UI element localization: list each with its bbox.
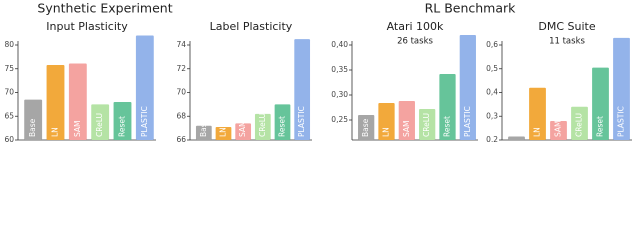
category-label: Base [512, 118, 521, 137]
bar [274, 104, 291, 140]
bar [135, 35, 154, 140]
y-tick-label: 0,40 [331, 40, 348, 49]
bar [419, 109, 436, 140]
y-tick-label: 80 [4, 40, 14, 49]
category-label: SAM [402, 120, 411, 137]
y-tick-label: 0,4 [486, 88, 498, 97]
y-tick-label: 70 [176, 88, 186, 97]
category-label: Reset [278, 116, 287, 137]
y-tick-label: 0,30 [331, 90, 348, 99]
chart-title: Input Plasticity [46, 20, 128, 33]
category-label: Base [28, 118, 37, 137]
category-label: CReLU [575, 113, 584, 137]
y-tick-label: 72 [176, 64, 186, 73]
y-tick-label: 0,2 [486, 135, 498, 142]
category-label: SAM [238, 120, 247, 137]
y-tick-label: 0,5 [486, 64, 498, 73]
chart-title: Label Plasticity [210, 20, 293, 33]
bar [215, 126, 232, 140]
bar [24, 99, 43, 140]
category-label: PLASTIC [140, 106, 149, 137]
bar [613, 37, 630, 140]
bar [91, 104, 110, 140]
bar [235, 123, 252, 140]
group-title: Synthetic Experiment [37, 1, 172, 16]
bar [550, 121, 567, 140]
y-tick-label: 0,35 [331, 65, 348, 74]
bar [68, 63, 87, 140]
chart-subtitle: 26 tasks [397, 37, 433, 47]
category-label: LN [382, 127, 391, 137]
category-label: SAM [73, 120, 82, 137]
bar [439, 74, 456, 140]
group-title: RL Benchmark [425, 1, 517, 16]
bar [294, 39, 311, 140]
y-tick-label: 0,3 [486, 111, 498, 120]
bar [571, 106, 588, 140]
category-label: Reset [443, 116, 452, 137]
bar [508, 136, 525, 140]
category-label: Base [361, 118, 370, 137]
bar [398, 101, 415, 140]
y-tick-label: 70 [4, 88, 14, 97]
bar [378, 103, 395, 140]
bar [46, 64, 65, 140]
y-tick-label: 65 [4, 111, 14, 120]
bar [459, 35, 476, 140]
category-label: LN [219, 127, 228, 137]
bar [358, 115, 375, 140]
y-tick-label: 74 [176, 40, 186, 49]
bar [529, 87, 546, 140]
category-label: CReLU [95, 113, 104, 137]
category-label: PLASTIC [617, 106, 626, 137]
category-label: LN [51, 127, 60, 137]
y-tick-label: 66 [176, 135, 186, 142]
bar [254, 113, 271, 140]
figure: Synthetic Experiment RL Benchmark Input … [4, 1, 632, 142]
bar [113, 102, 132, 140]
bar [592, 67, 609, 140]
category-label: Reset [118, 116, 127, 137]
category-label: Reset [596, 116, 605, 137]
y-tick-label: 68 [176, 111, 186, 120]
y-tick-label: 0,25 [331, 115, 348, 124]
category-label: PLASTIC [297, 106, 306, 137]
bar [195, 125, 212, 140]
y-tick-label: 0,6 [486, 40, 498, 49]
y-tick-label: 75 [4, 64, 14, 73]
chart-subtitle: 11 tasks [549, 37, 585, 47]
category-label: LN [533, 127, 542, 137]
category-label: Base [199, 118, 208, 137]
chart-title: DMC Suite [538, 20, 595, 33]
y-tick-label: 60 [4, 135, 14, 142]
chart-title: Atari 100k [387, 20, 444, 33]
category-label: CReLU [422, 113, 431, 137]
category-label: CReLU [258, 113, 267, 137]
category-label: PLASTIC [463, 106, 472, 137]
category-label: SAM [554, 120, 563, 137]
